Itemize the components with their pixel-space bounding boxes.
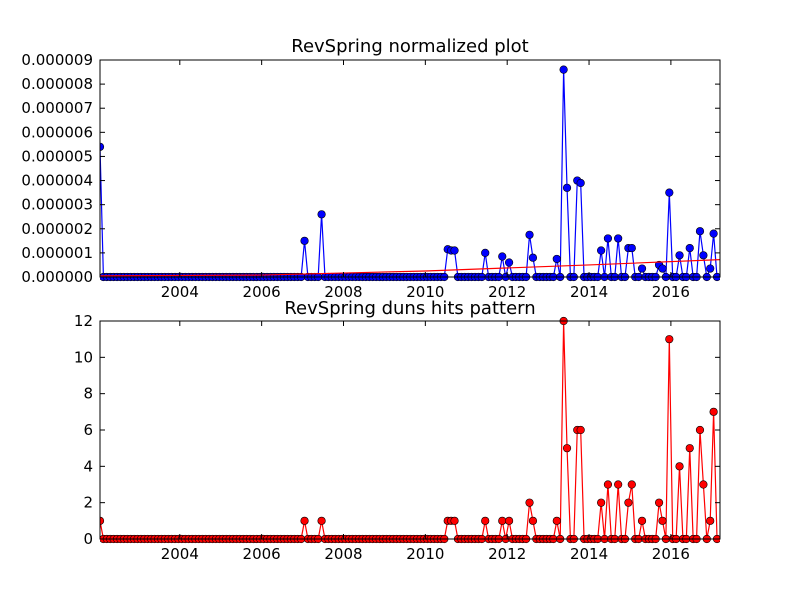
x-tick-label: 2016 <box>652 545 690 563</box>
x-tick-label: 2004 <box>161 545 199 563</box>
y-tick-label: 0.000008 <box>21 75 93 93</box>
tick-group: 2004 2006 2008 2010 2012 2014 2016 0 2 4 6 8 10 12 <box>74 312 720 563</box>
data-point <box>695 425 705 435</box>
y-tick-label: 0.000000 <box>21 268 93 286</box>
data-point <box>552 254 561 264</box>
data-point <box>603 480 613 489</box>
data-point <box>685 444 694 453</box>
chart-title: RevSpring normalized plot <box>291 36 528 57</box>
x-tick-label: 2012 <box>488 545 526 563</box>
plot-frame <box>99 59 721 278</box>
x-tick-label: 2008 <box>324 545 362 563</box>
data-point <box>637 264 647 273</box>
data-point <box>654 498 664 507</box>
x-tick-label: 2006 <box>243 283 281 301</box>
y-tick-label: 12 <box>74 312 93 330</box>
x-tick-label: 2010 <box>406 545 444 563</box>
x-tick-label: 2016 <box>652 283 690 301</box>
data-point <box>576 425 585 435</box>
plot-frame <box>99 320 721 540</box>
data-point <box>317 516 326 525</box>
data-point <box>528 516 538 525</box>
x-tick-label: 2014 <box>570 545 608 563</box>
data-point <box>552 516 561 525</box>
data-point <box>317 210 326 219</box>
normalized-plot-chart: RevSpring normalized plot 2004 2006 2008 20… <box>21 36 721 301</box>
data-point <box>498 516 507 525</box>
data-point <box>603 234 613 243</box>
y-tick-label: 2 <box>83 494 93 512</box>
y-tick-label: 0.000004 <box>21 172 93 190</box>
data-point <box>504 516 514 525</box>
tick-group: 2004 2006 2008 2010 2012 2014 2016 0.000000 0.00… <box>21 51 720 301</box>
y-tick-label: 10 <box>74 348 93 366</box>
data-point <box>695 227 705 236</box>
data-point <box>675 251 684 260</box>
data-point <box>637 516 647 525</box>
y-tick-label: 0.000006 <box>21 123 93 141</box>
data-point <box>559 65 568 74</box>
data-point <box>665 335 674 344</box>
data-point <box>699 251 708 260</box>
data-point <box>498 252 507 261</box>
data-point <box>709 229 718 238</box>
data-point <box>699 480 708 489</box>
x-tick-label: 2008 <box>324 283 362 301</box>
data-point <box>627 243 636 253</box>
y-tick-label: 8 <box>83 385 93 403</box>
duns-hits-chart: RevSpring duns hits pattern 2004 2006 2008… <box>74 298 721 563</box>
y-tick-label: 0.000009 <box>21 51 93 69</box>
data-point <box>658 264 667 273</box>
data-point <box>658 516 667 525</box>
data-point <box>624 498 633 507</box>
data-point <box>300 516 309 525</box>
data-point <box>450 246 459 255</box>
data-point <box>597 246 606 255</box>
y-tick-label: 0.000001 <box>21 244 93 262</box>
data-point <box>525 230 534 239</box>
data-point <box>300 236 309 245</box>
data-point <box>576 178 585 188</box>
chart-title: RevSpring duns hits pattern <box>284 298 535 319</box>
data-point <box>562 444 572 453</box>
data-point <box>481 516 490 525</box>
x-tick-label: 2014 <box>570 283 608 301</box>
data-point <box>614 480 623 489</box>
y-tick-label: 4 <box>83 457 93 475</box>
data-point <box>597 498 606 507</box>
data-point <box>675 462 684 471</box>
data-point <box>614 234 623 243</box>
data-point <box>100 142 105 151</box>
data-point <box>525 498 534 507</box>
x-tick-label: 2012 <box>488 283 526 301</box>
x-tick-label: 2006 <box>243 545 281 563</box>
data-point <box>528 253 538 262</box>
data-point <box>685 243 694 253</box>
data-point <box>665 188 674 197</box>
data-point <box>706 264 715 273</box>
data-point <box>504 258 514 267</box>
y-tick-label: 0 <box>83 530 93 548</box>
x-tick-label: 2010 <box>406 283 444 301</box>
data-point <box>627 480 636 489</box>
x-tick-label: 2004 <box>161 283 199 301</box>
data-point <box>706 516 715 525</box>
data-point <box>450 516 459 525</box>
data-point <box>481 248 490 257</box>
data-point <box>709 407 718 416</box>
series-line-trend <box>100 259 720 277</box>
y-tick-label: 0.000005 <box>21 147 93 165</box>
y-tick-label: 6 <box>83 421 93 439</box>
data-point <box>100 516 105 525</box>
y-tick-label: 0.000007 <box>21 99 93 117</box>
y-tick-label: 0.000003 <box>21 196 93 214</box>
y-tick-label: 0.000002 <box>21 220 93 238</box>
data-point <box>562 183 572 192</box>
